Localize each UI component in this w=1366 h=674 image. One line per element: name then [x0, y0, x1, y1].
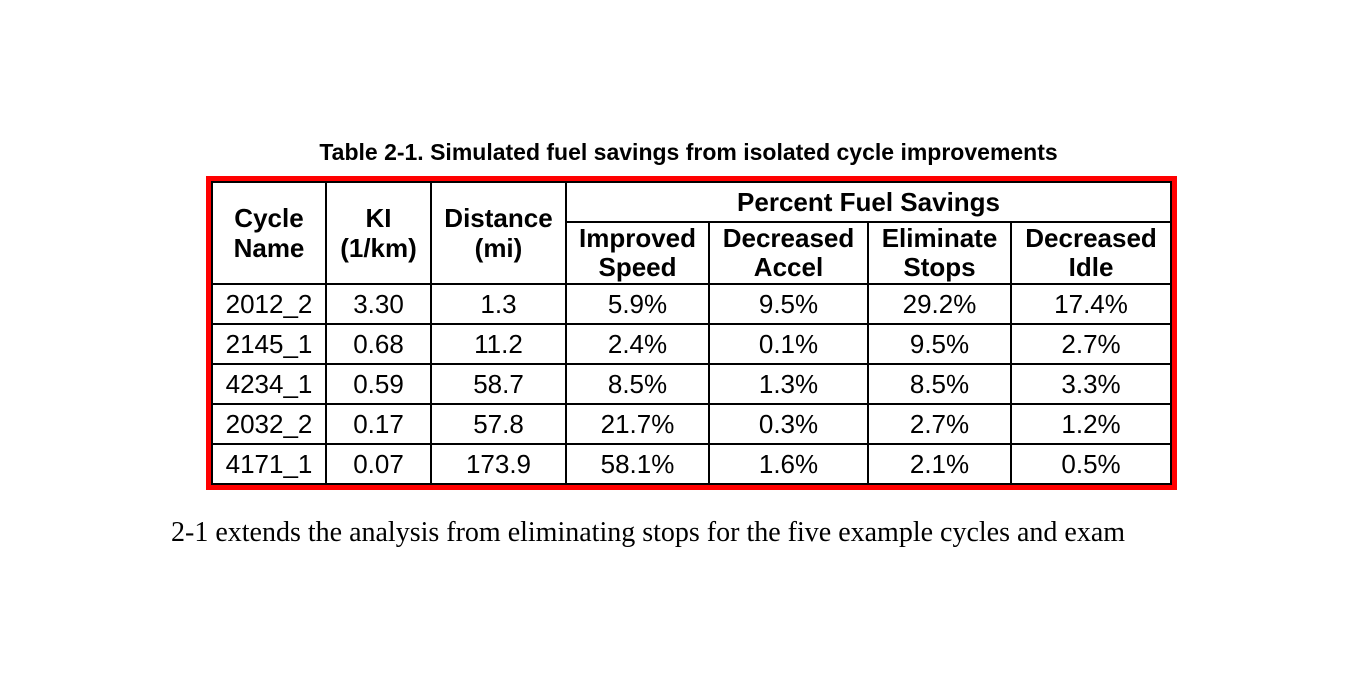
- cell-decreased-accel: 0.1%: [708, 323, 869, 365]
- cell-decreased-accel: 9.5%: [708, 283, 869, 325]
- cell-ki: 0.07: [325, 443, 432, 485]
- col-header-decreased-accel: Decreased Accel: [708, 221, 869, 285]
- col-header-ki: KI (1/km): [325, 181, 432, 285]
- cell-ki: 0.59: [325, 363, 432, 405]
- cell-distance: 173.9: [430, 443, 567, 485]
- cell-decreased-idle: 1.2%: [1009, 403, 1173, 445]
- cell-distance: 57.8: [430, 403, 567, 445]
- cell-cycle-name: 4171_1: [211, 443, 327, 485]
- col-header-distance: Distance (mi): [430, 181, 567, 285]
- cell-decreased-accel: 1.3%: [708, 363, 869, 405]
- cell-ki: 3.30: [325, 283, 432, 325]
- cell-improved-speed: 8.5%: [565, 363, 710, 405]
- cell-ki: 0.17: [325, 403, 432, 445]
- col-header-cycle-name: Cycle Name: [211, 181, 327, 285]
- cell-distance: 11.2: [430, 323, 567, 365]
- cell-cycle-name: 2145_1: [211, 323, 327, 365]
- table-row: 2145_1 0.68 11.2 2.4% 0.1% 9.5% 2.7%: [211, 323, 1173, 365]
- table-caption: Table 2-1. Simulated fuel savings from i…: [319, 139, 1058, 165]
- cell-decreased-idle: 3.3%: [1009, 363, 1173, 405]
- cell-improved-speed: 58.1%: [565, 443, 710, 485]
- cell-decreased-idle: 2.7%: [1009, 323, 1173, 365]
- cell-decreased-idle: 17.4%: [1009, 283, 1173, 325]
- fuel-savings-table: Cycle Name KI (1/km) Distance (mi) Perce…: [211, 181, 1173, 485]
- col-header-eliminate-stops: Eliminate Stops: [867, 221, 1012, 285]
- red-annotation-border: Cycle Name KI (1/km) Distance (mi) Perce…: [206, 176, 1178, 490]
- cell-improved-speed: 2.4%: [565, 323, 710, 365]
- cell-improved-speed: 21.7%: [565, 403, 710, 445]
- group-header-percent-fuel-savings: Percent Fuel Savings: [564, 181, 1173, 223]
- cell-distance: 1.3: [430, 283, 567, 325]
- cell-distance: 58.7: [430, 363, 567, 405]
- table-row: 4171_1 0.07 173.9 58.1% 1.6% 2.1% 0.5%: [211, 443, 1173, 485]
- cell-decreased-accel: 1.6%: [708, 443, 869, 485]
- body-text: 2-1 extends the analysis from eliminatin…: [171, 517, 1126, 548]
- cell-decreased-accel: 0.3%: [708, 403, 869, 445]
- cell-eliminate-stops: 9.5%: [867, 323, 1012, 365]
- cell-eliminate-stops: 2.1%: [867, 443, 1012, 485]
- cell-decreased-idle: 0.5%: [1009, 443, 1173, 485]
- col-header-decreased-idle: Decreased Idle: [1009, 221, 1173, 285]
- cell-cycle-name: 4234_1: [211, 363, 327, 405]
- cell-eliminate-stops: 29.2%: [867, 283, 1012, 325]
- table-row: 4234_1 0.59 58.7 8.5% 1.3% 8.5% 3.3%: [211, 363, 1173, 405]
- cell-eliminate-stops: 2.7%: [867, 403, 1012, 445]
- cell-eliminate-stops: 8.5%: [867, 363, 1012, 405]
- table-header-row-sub: Improved Speed Decreased Accel Eliminate…: [212, 221, 1173, 285]
- table-row: 2032_2 0.17 57.8 21.7% 0.3% 2.7% 1.2%: [211, 403, 1173, 445]
- cell-cycle-name: 2012_2: [211, 283, 327, 325]
- table-header-row-group: Cycle Name KI (1/km) Distance (mi) Perce…: [211, 181, 1173, 285]
- cell-ki: 0.68: [325, 323, 432, 365]
- table-row: 2012_2 3.30 1.3 5.9% 9.5% 29.2% 17.4%: [211, 283, 1173, 325]
- col-header-improved-speed: Improved Speed: [565, 221, 710, 285]
- cell-cycle-name: 2032_2: [211, 403, 327, 445]
- cell-improved-speed: 5.9%: [565, 283, 710, 325]
